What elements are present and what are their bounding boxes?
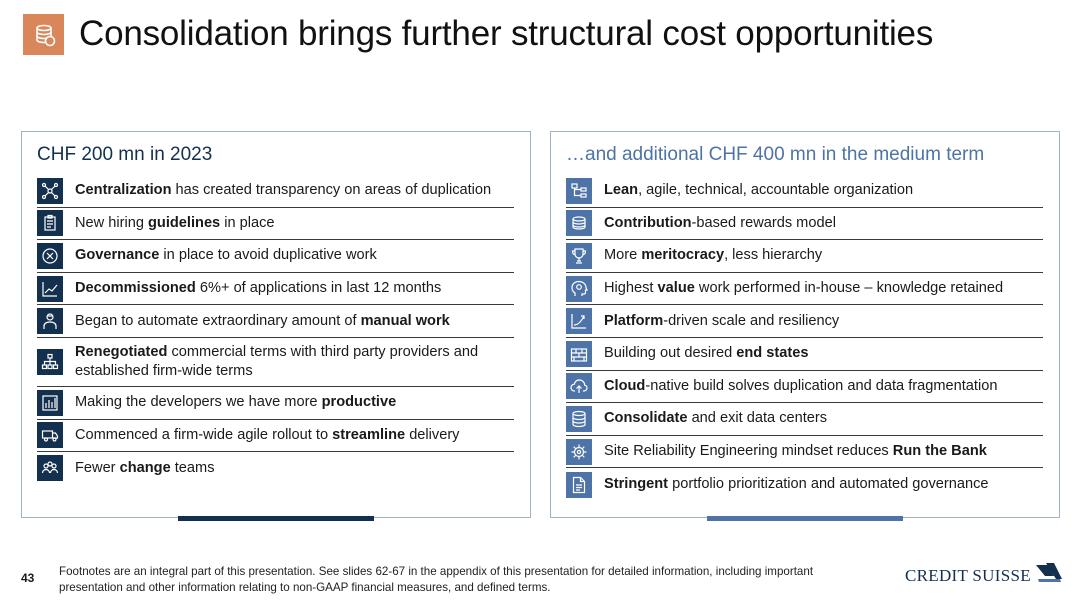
trophy-icon <box>566 242 592 269</box>
list-item-text: Stringent portfolio prioritization and a… <box>604 476 989 493</box>
list-item: Commenced a firm-wide agile rollout to s… <box>37 420 514 453</box>
right-panel-title: …and additional CHF 400 mn in the medium… <box>566 144 985 165</box>
list-item-text: Platform-driven scale and resiliency <box>604 312 840 329</box>
hierarchy-icon <box>37 348 63 375</box>
credit-suisse-logo: CREDIT SUISSE <box>905 562 1064 589</box>
list-item: Building out desired end states <box>566 338 1043 371</box>
network-icon <box>37 177 63 204</box>
sails-icon <box>1034 562 1064 589</box>
worker-icon <box>37 308 63 335</box>
list-item-text: Cloud-native build solves duplication an… <box>604 377 998 394</box>
trend-chart-icon <box>37 275 63 302</box>
org-chart-icon <box>566 177 592 204</box>
list-item-text: Decommissioned 6%+ of applications in la… <box>75 280 442 297</box>
list-item: Began to automate extraordinary amount o… <box>37 305 514 338</box>
logo-wordmark: CREDIT SUISSE <box>905 565 1031 585</box>
list-item: Centralization has created transparency … <box>37 175 514 208</box>
page-title: Consolidation brings further structural … <box>79 14 934 53</box>
list-item-text: Building out desired end states <box>604 345 809 362</box>
brain-head-icon <box>566 275 592 302</box>
list-item: More meritocracy, less hierarchy <box>566 240 1043 273</box>
list-item: Decommissioned 6%+ of applications in la… <box>37 273 514 306</box>
list-item: Platform-driven scale and resiliency <box>566 305 1043 338</box>
cloud-upload-icon <box>566 373 592 400</box>
left-list: Centralization has created transparency … <box>37 175 514 485</box>
list-item: Cloud-native build solves duplication an… <box>566 371 1043 404</box>
list-item: Contribution-based rewards model <box>566 208 1043 241</box>
footnote: Footnotes are an integral part of this p… <box>59 565 814 594</box>
panel-accent-bar <box>707 516 903 521</box>
list-item-text: New hiring guidelines in place <box>75 214 275 231</box>
clipboard-icon <box>37 210 63 237</box>
bar-chart-icon <box>37 389 63 416</box>
list-item: Fewer change teams <box>37 452 514 485</box>
right-panel: …and additional CHF 400 mn in the medium… <box>550 131 1060 521</box>
list-item-text: Lean, agile, technical, accountable orga… <box>604 182 914 199</box>
list-item: Making the developers we have more produ… <box>37 387 514 420</box>
list-item: Renegotiated commercial terms with third… <box>37 338 514 387</box>
truck-icon <box>37 422 63 449</box>
list-item-text: Renegotiated commercial terms with third… <box>75 343 479 379</box>
list-item: New hiring guidelines in place <box>37 208 514 241</box>
coins-icon <box>566 210 592 237</box>
list-item-text: Consolidate and exit data centers <box>604 410 828 427</box>
list-item: Consolidate and exit data centers <box>566 403 1043 436</box>
growth-chart-icon <box>566 308 592 335</box>
left-panel: CHF 200 mn in 2023 Centralization has cr… <box>21 131 531 521</box>
document-icon <box>566 471 592 498</box>
list-item: Site Reliability Engineering mindset red… <box>566 436 1043 469</box>
list-item-text: More meritocracy, less hierarchy <box>604 247 823 264</box>
list-item-text: Making the developers we have more produ… <box>75 394 397 411</box>
bricks-icon <box>566 340 592 367</box>
list-item-text: Began to automate extraordinary amount o… <box>75 312 450 329</box>
list-item: Stringent portfolio prioritization and a… <box>566 468 1043 501</box>
list-item: Governance in place to avoid duplicative… <box>37 240 514 273</box>
list-item-text: Highest value work performed in-house – … <box>604 280 1004 297</box>
coin-stack-icon <box>23 14 64 55</box>
list-item-text: Centralization has created transparency … <box>75 182 492 199</box>
list-item-text: Commenced a firm-wide agile rollout to s… <box>75 426 460 443</box>
right-list: Lean, agile, technical, accountable orga… <box>566 175 1043 501</box>
team-icon <box>37 455 63 482</box>
left-panel-title: CHF 200 mn in 2023 <box>37 144 213 165</box>
list-item-text: Fewer change teams <box>75 459 215 476</box>
panel-accent-bar <box>178 516 374 521</box>
database-icon <box>566 405 592 432</box>
list-item-text: Contribution-based rewards model <box>604 214 836 231</box>
list-item-text: Site Reliability Engineering mindset red… <box>604 443 987 460</box>
list-item: Lean, agile, technical, accountable orga… <box>566 175 1043 208</box>
page-number: 43 <box>21 571 35 585</box>
list-item-text: Governance in place to avoid duplicative… <box>75 247 377 264</box>
cancel-circle-icon <box>37 242 63 269</box>
list-item: Highest value work performed in-house – … <box>566 273 1043 306</box>
gear-brain-icon <box>566 438 592 465</box>
